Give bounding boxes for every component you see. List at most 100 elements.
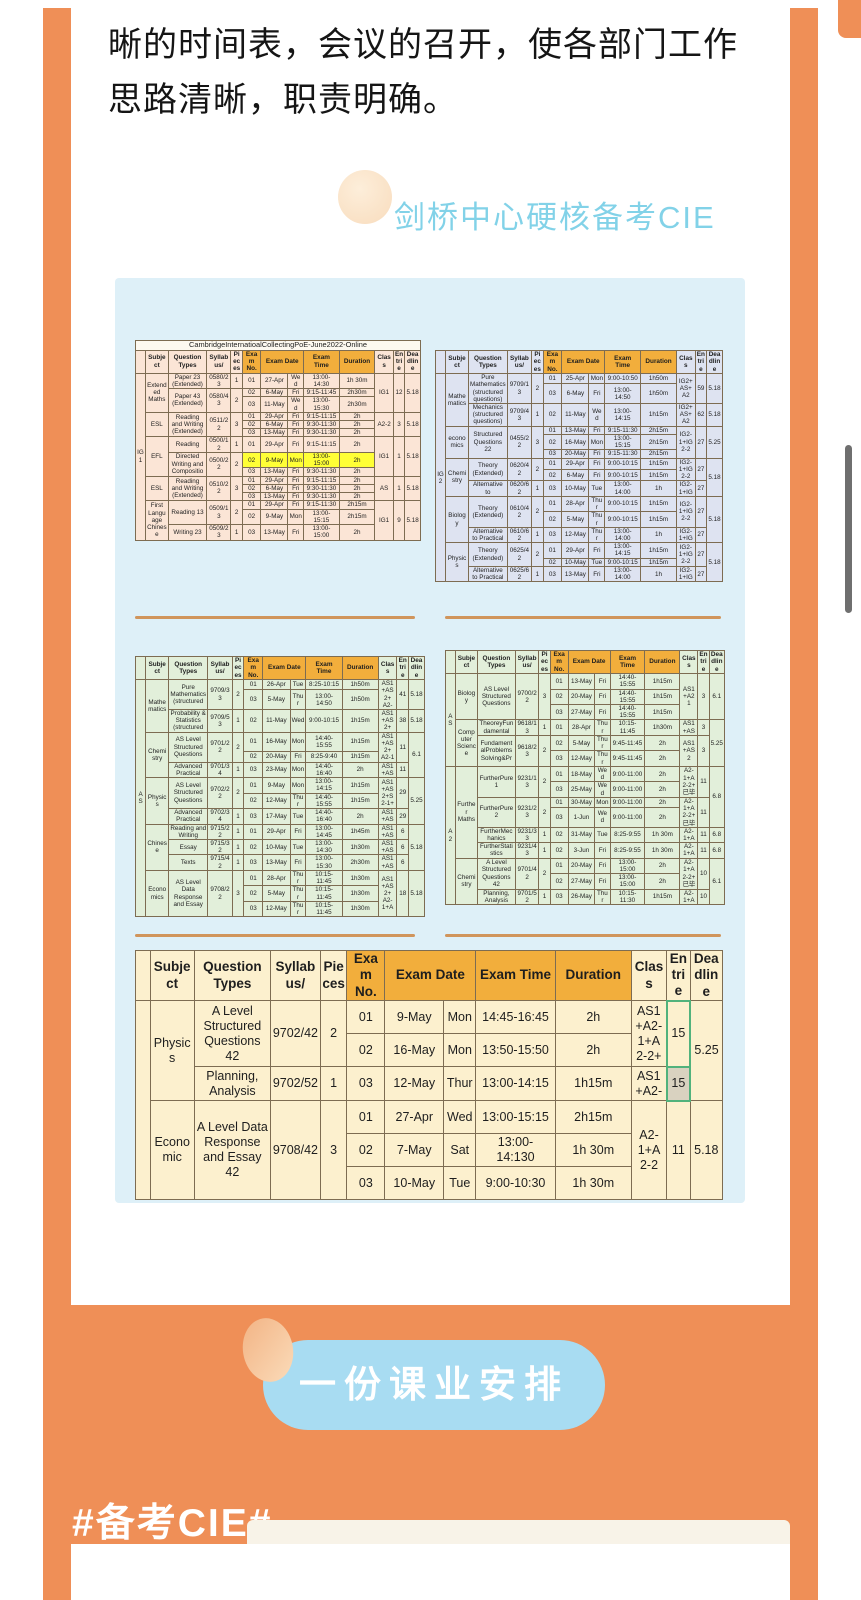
table-cell: 02 [241, 388, 262, 398]
table-cell: Mon [588, 433, 606, 451]
table-cell: AS1 +A2 1 [679, 673, 699, 721]
table-cell: 29-Apr [561, 542, 590, 559]
table-cell: 9700/22 [514, 673, 540, 721]
table-cell: 10-May [262, 838, 291, 856]
table-header-cell: Class [676, 349, 696, 375]
table-header-cell: Entrie [392, 349, 406, 374]
table-cell: IG2- 1+IG 2-2 [676, 542, 696, 567]
table-cell: 5-May [262, 885, 291, 902]
table-cell: 6.8 [708, 765, 726, 828]
table-cell: 9618/23 [514, 734, 540, 767]
table-cell: 3 [392, 411, 406, 438]
table-cell: 03 [549, 888, 569, 906]
intro-line-1: 晰的时间表，会议的召开，使各部门工作 [108, 26, 738, 64]
table-cell: 2h [338, 436, 376, 453]
table-cell: Alternative to Practical [467, 526, 508, 544]
table-cell: 2h [644, 734, 681, 752]
table-cell: 13:00-15:15 [475, 1100, 556, 1135]
table-cell: 9:00-10:30 [475, 1166, 556, 1201]
table-cell: 11 [396, 731, 410, 763]
table-cell: 1h15m [644, 688, 681, 706]
table-header-cell [134, 655, 147, 681]
table-cell: 0511/22 [206, 411, 232, 438]
table-cell: 10 [697, 888, 710, 906]
table-cell: 02 [241, 508, 262, 526]
table-cell: 3-Jun [567, 842, 596, 859]
hashtag-label: #备考CIE# [72, 1502, 273, 1545]
table-cell: 8:25-9:55 [609, 826, 646, 844]
table-cell: 8:25-9:40 [305, 751, 343, 763]
table-cell: Planning, Analysis [477, 888, 516, 906]
table-cell: 9:15-11:30 [604, 449, 642, 459]
table-cell: 12-May [384, 1066, 445, 1102]
table-header-cell: Exam Time [475, 949, 556, 1002]
table-cell: 1 [531, 480, 544, 497]
table-cell: 01 [542, 425, 563, 435]
table-cell: 13-May [262, 854, 291, 871]
table-cell: Reading and Writing (Extended) [167, 411, 208, 438]
table-cell: AS1 +AS [377, 854, 398, 871]
table-cell: IG2- 1+IG [676, 526, 696, 544]
table-cell: 27-Apr [260, 372, 289, 390]
table-cell: 11-May [561, 403, 590, 427]
table-cell: ESL [144, 411, 169, 438]
table-header-cell: Duration [644, 649, 681, 675]
intro-line-2: 思路清晰，职责明确。 [108, 81, 458, 120]
table-header-cell: Pieces [538, 649, 551, 675]
table-cell: 3 [697, 734, 710, 767]
table-cell: 1h50m [341, 689, 379, 711]
table-cell: 13:00-15:15 [604, 433, 642, 451]
table-cell: 2 [531, 542, 544, 567]
table-cell: 9709/13 [506, 373, 533, 405]
table-cell: 02 [241, 451, 262, 469]
table-cell: 11 [666, 1100, 691, 1201]
table-cell: A2- 1+A [679, 842, 699, 859]
table-cell: Mon [594, 796, 611, 809]
table-cell: 1 [319, 1066, 348, 1102]
table-cell: Fri [588, 457, 606, 471]
table-cell: Wed [588, 403, 606, 427]
table-cell: Thur [588, 495, 606, 513]
table-cell: 1 [230, 524, 243, 541]
table-cell: IG2- 1+IG 2-2 [676, 425, 696, 459]
table-cell: 9:45-11:45 [609, 750, 646, 767]
table-cell: Mathematics [145, 679, 170, 733]
table-cell: 2 [231, 679, 245, 711]
table-cell: 2h [338, 428, 376, 438]
table-cell: 0580/23 [206, 372, 232, 390]
table-cell: Fri [594, 842, 611, 859]
decorative-peach-circle [338, 170, 392, 224]
scrollbar-thumb[interactable] [845, 445, 852, 613]
table-cell: 20-May [561, 449, 590, 459]
table-cell: 01 [241, 372, 262, 390]
table-cell: Tue [443, 1166, 477, 1201]
table-cell: 5-May [262, 689, 291, 711]
table-header-cell: Subject [454, 649, 479, 675]
table-cell: 13:00-15:15 [303, 508, 340, 526]
table-cell: 23-May [262, 761, 291, 779]
table-cell: 16-May [561, 433, 590, 451]
table-cell: 1h15m [640, 495, 677, 513]
table-cell: Thur [588, 526, 606, 544]
table-cell: 6-May [561, 468, 590, 482]
table-cell: 11 [697, 842, 710, 859]
table-cell: 38 [396, 709, 410, 733]
table-cell: Fri [594, 673, 611, 690]
table-cell: 1 [538, 719, 551, 736]
table-cell: 0625/62 [506, 565, 533, 583]
table-cell: Alternative to Practical [467, 565, 508, 583]
table-cell: 13-May [567, 673, 596, 690]
table-cell: 12-May [262, 900, 291, 918]
table-header-cell: Syllabus/ [206, 349, 232, 374]
table-cell: 9701/52 [514, 888, 540, 906]
table-cell: 1 [231, 838, 245, 856]
table-header-cell: Exam No. [241, 349, 262, 374]
table-cell: 1h15m [644, 673, 681, 690]
table-cell: 2h15m [338, 500, 376, 510]
table-cell: Chemistry [445, 457, 469, 497]
table-cell: 5.18 [706, 542, 723, 583]
table-cell: 03 [346, 1066, 386, 1102]
table-cell: 0510/22 [206, 475, 232, 502]
table-cell: Wed [594, 781, 611, 798]
table-cell: Tue [588, 557, 606, 567]
